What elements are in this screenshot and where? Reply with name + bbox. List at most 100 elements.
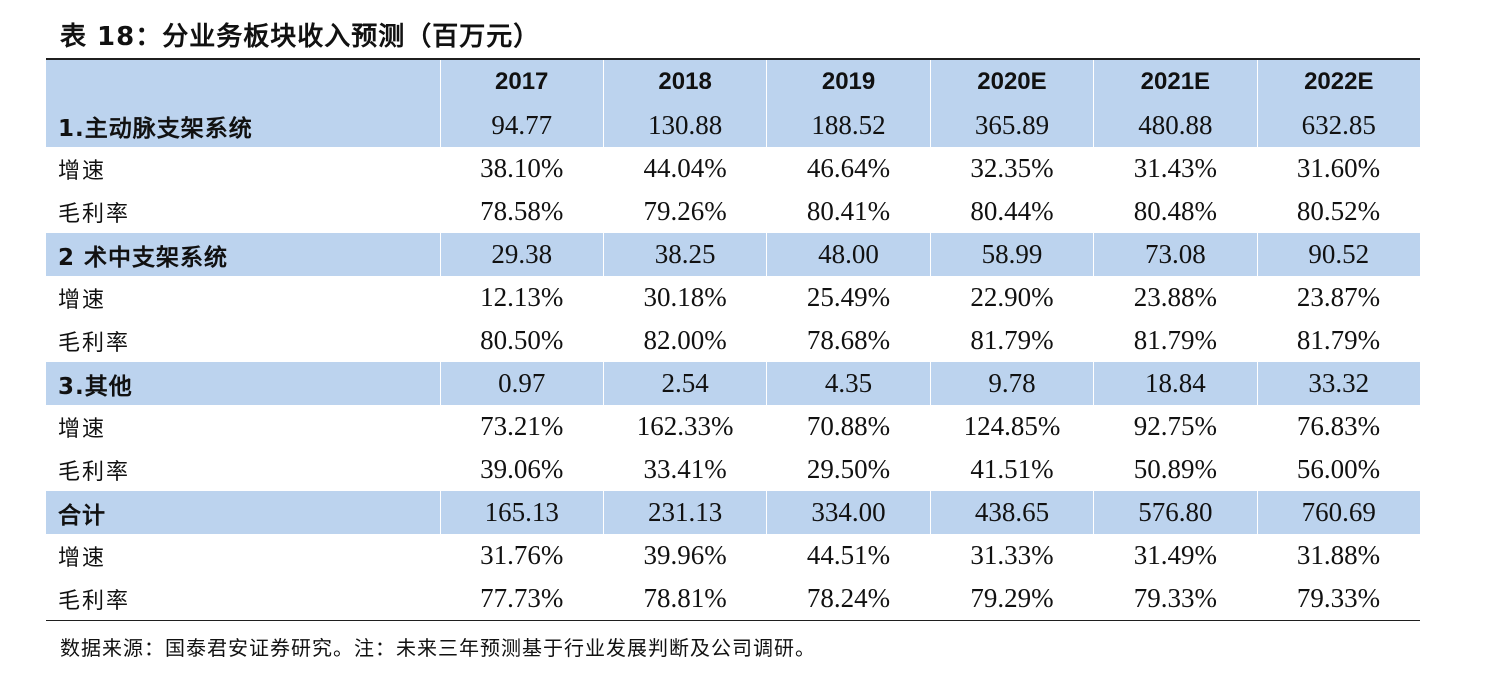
column-header: 2022E: [1256, 59, 1420, 104]
row-label: 增速: [58, 158, 107, 184]
row-label: 增速: [58, 416, 107, 442]
value-cell: 25.49%: [806, 282, 891, 312]
value-cell: 48.00: [766, 233, 931, 276]
value-cell: 33.32: [1256, 362, 1420, 405]
value-cell: 165.13: [439, 491, 604, 534]
value-cell: 12.13%: [480, 282, 564, 312]
value-cell: 38.25: [602, 233, 767, 276]
value-cell: 438.65: [929, 491, 1094, 534]
value-cell: 31.60%: [1296, 153, 1381, 183]
column-header: 2021E: [1093, 59, 1258, 104]
metric-row: 增速 12.13% 30.18% 25.49% 22.90% 23.88% 23.87%: [46, 276, 1420, 319]
value-cell: 38.10%: [480, 153, 564, 183]
value-cell: 77.73%: [480, 583, 564, 613]
value-cell: 70.88%: [806, 411, 891, 441]
metric-row: 毛利率 39.06% 33.41% 29.50% 41.51% 50.89% 56.00%: [46, 448, 1420, 491]
value-cell: 78.24%: [806, 583, 891, 613]
value-cell: 39.96%: [643, 540, 727, 570]
value-cell: 22.90%: [970, 282, 1054, 312]
value-cell: 80.52%: [1296, 196, 1381, 226]
value-cell: 78.81%: [643, 583, 727, 613]
metric-row: 毛利率 77.73% 78.81% 78.24% 79.29% 79.33% 79.33%: [46, 577, 1420, 621]
section-row: 2 术中支架系统 29.38 38.25 48.00 58.99 73.08 90.52: [46, 233, 1420, 276]
row-label: 3.其他: [58, 373, 133, 400]
value-cell: 33.41%: [643, 454, 727, 484]
metric-row: 增速 38.10% 44.04% 46.64% 32.35% 31.43% 31.60%: [46, 147, 1420, 190]
value-cell: 162.33%: [636, 411, 734, 441]
column-header: 2020E: [929, 59, 1094, 104]
value-cell: 80.50%: [480, 325, 564, 355]
value-cell: 79.29%: [970, 583, 1054, 613]
value-cell: 79.33%: [1133, 583, 1217, 613]
value-cell: 4.35: [766, 362, 931, 405]
value-cell: 94.77: [439, 104, 604, 147]
value-cell: 56.00%: [1296, 454, 1381, 484]
metric-row: 增速 31.76% 39.96% 44.51% 31.33% 31.49% 31.88%: [46, 534, 1420, 577]
value-cell: 188.52: [766, 104, 931, 147]
value-cell: 39.06%: [480, 454, 564, 484]
value-cell: 130.88: [602, 104, 767, 147]
value-cell: 81.79%: [1296, 325, 1381, 355]
value-cell: 9.78: [929, 362, 1094, 405]
value-cell: 23.88%: [1133, 282, 1217, 312]
value-cell: 32.35%: [970, 153, 1054, 183]
value-cell: 480.88: [1093, 104, 1258, 147]
section-row: 合计 165.13 231.13 334.00 438.65 576.80 760.69: [46, 491, 1420, 534]
row-label: 毛利率: [58, 330, 131, 356]
value-cell: 31.76%: [480, 540, 564, 570]
value-cell: 0.97: [439, 362, 604, 405]
value-cell: 29.50%: [806, 454, 891, 484]
row-label: 2 术中支架系统: [58, 244, 229, 271]
value-cell: 82.00%: [643, 325, 727, 355]
value-cell: 44.51%: [806, 540, 891, 570]
revenue-forecast-table: 2017 2018 2019 2020E 2021E 2022E 1.主动脉支架…: [46, 58, 1420, 621]
table-header-row: 2017 2018 2019 2020E 2021E 2022E: [46, 59, 1420, 104]
value-cell: 50.89%: [1133, 454, 1217, 484]
section-row: 1.主动脉支架系统 94.77 130.88 188.52 365.89 480.88 63…: [46, 104, 1420, 147]
value-cell: 90.52: [1256, 233, 1420, 276]
source-note: 数据来源：国泰君安证券研究。注：未来三年预测基于行业发展判断及公司调研。: [60, 636, 816, 660]
row-label: 增速: [58, 545, 107, 571]
row-label: 1.主动脉支架系统: [58, 115, 253, 142]
column-header: 2017: [439, 59, 604, 104]
value-cell: 760.69: [1256, 491, 1420, 534]
value-cell: 632.85: [1256, 104, 1420, 147]
value-cell: 18.84: [1093, 362, 1258, 405]
header-corner-cell: [46, 59, 440, 104]
value-cell: 29.38: [439, 233, 604, 276]
value-cell: 80.44%: [970, 196, 1054, 226]
row-label: 毛利率: [58, 201, 131, 227]
value-cell: 576.80: [1093, 491, 1258, 534]
row-label: 增速: [58, 287, 107, 313]
column-header: 2018: [602, 59, 767, 104]
value-cell: 31.88%: [1296, 540, 1381, 570]
column-header: 2019: [766, 59, 931, 104]
metric-row: 毛利率 80.50% 82.00% 78.68% 81.79% 81.79% 81.79%: [46, 319, 1420, 362]
value-cell: 30.18%: [643, 282, 727, 312]
value-cell: 73.08: [1093, 233, 1258, 276]
row-label: 合计: [58, 502, 106, 529]
value-cell: 92.75%: [1133, 411, 1217, 441]
table-title: 表 18：分业务板块收入预测（百万元）: [60, 22, 541, 52]
value-cell: 31.43%: [1133, 153, 1217, 183]
row-label: 毛利率: [58, 459, 131, 485]
value-cell: 2.54: [602, 362, 767, 405]
metric-row: 增速 73.21% 162.33% 70.88% 124.85% 92.75% 76.83%: [46, 405, 1420, 448]
value-cell: 31.49%: [1133, 540, 1217, 570]
value-cell: 73.21%: [480, 411, 564, 441]
value-cell: 334.00: [766, 491, 931, 534]
value-cell: 78.68%: [806, 325, 891, 355]
row-label: 毛利率: [58, 588, 131, 614]
value-cell: 80.48%: [1133, 196, 1217, 226]
value-cell: 41.51%: [970, 454, 1054, 484]
value-cell: 76.83%: [1296, 411, 1381, 441]
table-body: 1.主动脉支架系统 94.77 130.88 188.52 365.89 480.88 63…: [46, 104, 1420, 621]
section-row: 3.其他 0.97 2.54 4.35 9.78 18.84 33.32: [46, 362, 1420, 405]
value-cell: 46.64%: [806, 153, 891, 183]
value-cell: 79.33%: [1296, 583, 1381, 613]
value-cell: 58.99: [929, 233, 1094, 276]
value-cell: 124.85%: [963, 411, 1061, 441]
value-cell: 23.87%: [1296, 282, 1381, 312]
value-cell: 31.33%: [970, 540, 1054, 570]
value-cell: 44.04%: [643, 153, 727, 183]
